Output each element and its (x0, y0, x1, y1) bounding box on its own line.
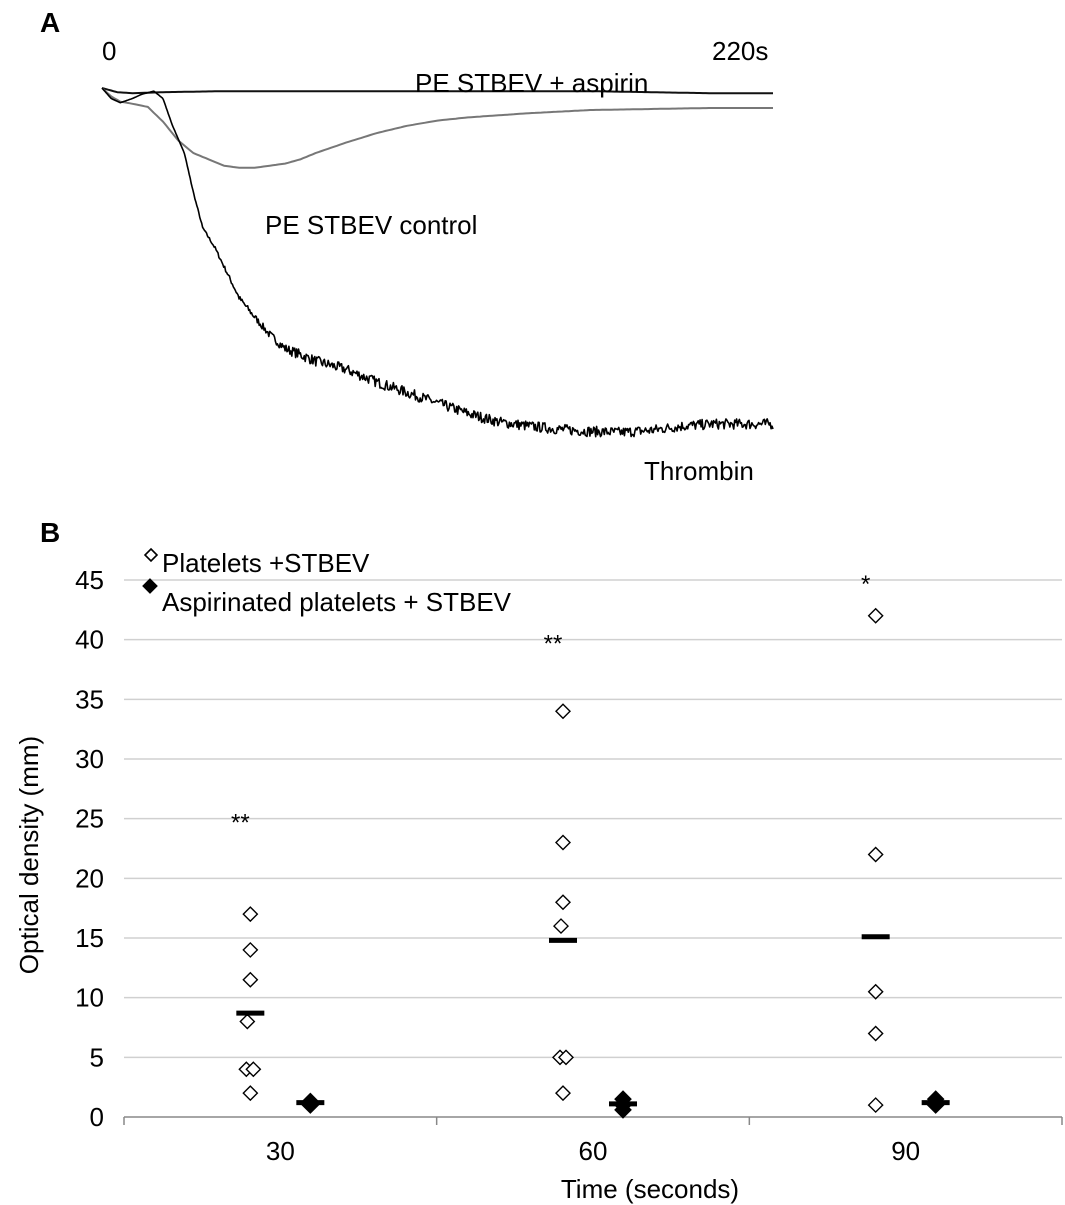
y-tick-labels: 0 5 10 15 20 25 30 35 40 45 (75, 565, 104, 1132)
significance-30: ** (231, 810, 250, 837)
panel-a: A 0 220s PE STBEV + aspirin PE STBEV con… (40, 7, 774, 486)
significance-marks: ***** (231, 571, 870, 837)
y-tick-15: 15 (75, 923, 104, 953)
open-diamond-point (555, 894, 571, 911)
open-diamond-point (558, 1049, 574, 1066)
legend-filled-diamond-icon (142, 578, 158, 594)
x-tick-90: 90 (891, 1136, 920, 1166)
y-tick-0: 0 (90, 1102, 104, 1132)
annotation-control: PE STBEV control (265, 210, 477, 240)
annotation-aspirin: PE STBEV + aspirin (415, 68, 648, 98)
open-diamond-point (555, 1085, 571, 1102)
x-tick-marks (123, 1117, 1063, 1125)
open-diamond-point (242, 941, 259, 958)
y-tick-25: 25 (75, 804, 104, 834)
open-diamond-point (867, 607, 884, 624)
panel-b: B 0 5 10 15 20 25 30 35 40 45 30 60 90 Optical dens… (14, 517, 1063, 1204)
open-diamond-point (242, 1085, 259, 1102)
open-diamond-point (242, 906, 259, 923)
open-diamond-point (242, 971, 259, 988)
legend-open-diamond-icon (143, 547, 159, 563)
x-tick-60: 60 (579, 1136, 608, 1166)
open-diamond-point (867, 1097, 884, 1114)
gridlines (124, 579, 1062, 1059)
open-diamond-point (867, 1025, 884, 1042)
open-diamond-point (553, 918, 569, 935)
y-tick-35: 35 (75, 684, 104, 714)
data-points (238, 607, 945, 1119)
x-start-label: 0 (102, 36, 116, 66)
traces (101, 87, 774, 438)
legend-label-aspirinated: Aspirinated platelets + STBEV (162, 587, 512, 617)
panel-b-label: B (40, 517, 60, 548)
y-tick-40: 40 (75, 625, 104, 655)
y-axis-title: Optical density (mm) (14, 736, 44, 974)
annotation-thrombin: Thrombin (644, 456, 754, 486)
mean-bars (236, 934, 950, 1107)
trace-thrombin (101, 87, 774, 438)
open-diamond-point (239, 1013, 256, 1030)
y-tick-20: 20 (75, 863, 104, 893)
significance-90: * (861, 571, 870, 598)
y-tick-45: 45 (75, 565, 104, 595)
open-diamond-point (867, 983, 884, 1000)
x-end-label: 220s (712, 36, 768, 66)
x-axis-title: Time (seconds) (561, 1174, 739, 1204)
open-diamond-point (867, 846, 884, 863)
y-tick-5: 5 (90, 1042, 104, 1072)
open-diamond-point (245, 1061, 262, 1078)
significance-60: ** (544, 631, 563, 658)
y-tick-30: 30 (75, 744, 104, 774)
x-tick-30: 30 (266, 1136, 295, 1166)
y-tick-10: 10 (75, 983, 104, 1013)
legend-label-platelets: Platelets +STBEV (162, 548, 370, 578)
trace-pe-stbev-control (101, 87, 773, 169)
panel-a-label: A (40, 7, 60, 38)
trace-pe-stbev-aspirin (101, 87, 773, 95)
open-diamond-point (555, 834, 571, 851)
legend: Platelets +STBEV Aspirinated platelets +… (142, 547, 512, 617)
x-tick-labels: 30 60 90 (266, 1136, 920, 1166)
open-diamond-point (555, 703, 571, 720)
